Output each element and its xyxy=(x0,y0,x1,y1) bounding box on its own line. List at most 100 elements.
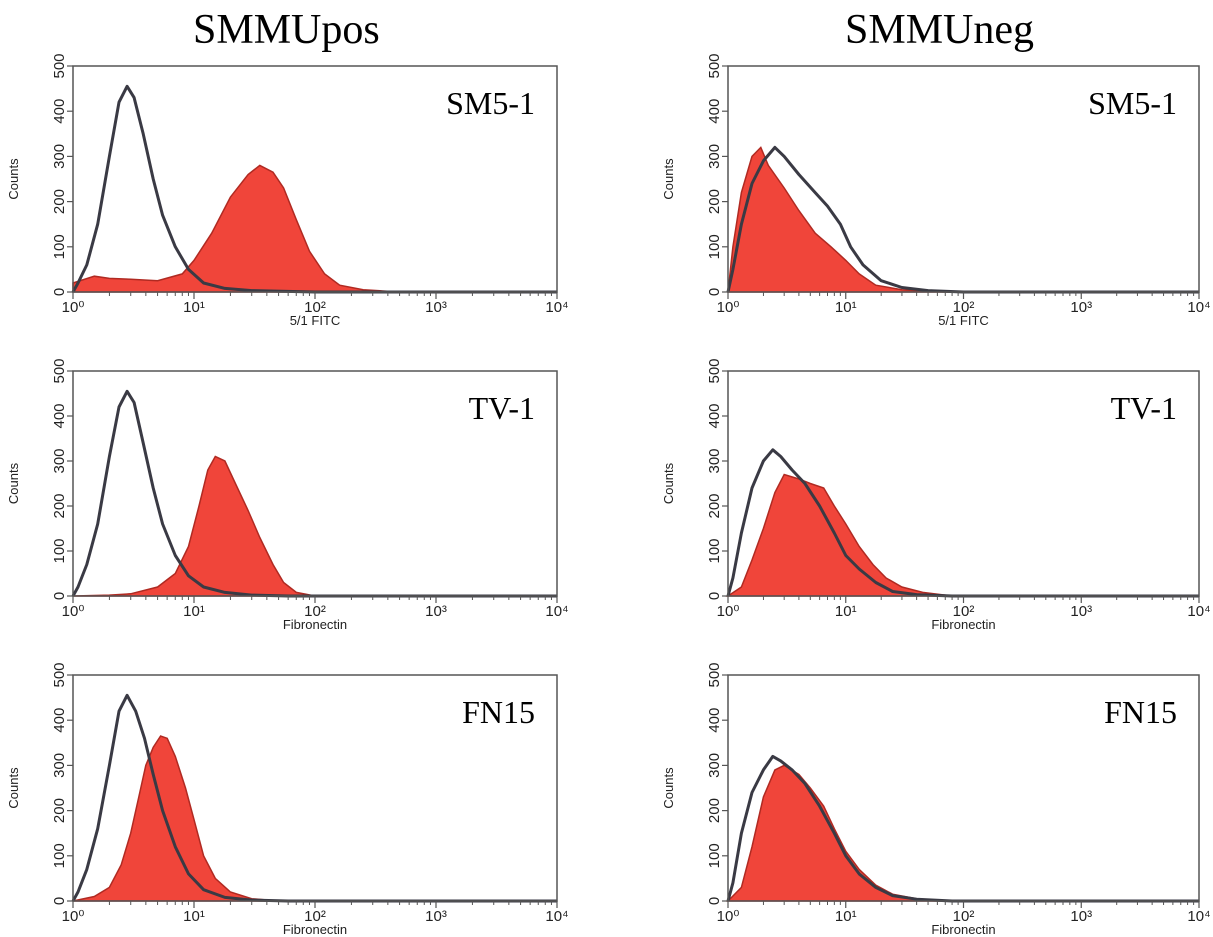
x-tick-label: 10¹ xyxy=(183,299,205,316)
x-tick-label: 10³ xyxy=(425,299,447,316)
y-tick-label: 500 xyxy=(51,662,68,687)
x-tick-label: 10¹ xyxy=(183,603,205,620)
histogram-filled-smmuneg-tv-1 xyxy=(725,473,1199,597)
x-tick-label: 10⁰ xyxy=(717,603,740,620)
x-axis-title: Fibronectin xyxy=(283,922,347,937)
y-tick-label: 500 xyxy=(706,662,723,687)
x-axis-title: 5/1 FITC xyxy=(290,313,341,328)
y-tick-label: 300 xyxy=(706,753,723,778)
y-tick-label: 200 xyxy=(706,493,723,518)
x-tick-label: 10⁰ xyxy=(717,908,740,925)
x-tick-label: 10¹ xyxy=(183,908,205,925)
x-tick-label: 10⁴ xyxy=(1187,603,1210,620)
x-tick-label: 10³ xyxy=(1070,908,1092,925)
y-tick-label: 200 xyxy=(51,798,68,823)
histogram-outline-smmupos-tv-1 xyxy=(71,389,557,598)
y-tick-label: 500 xyxy=(51,53,68,78)
y-tick-label: 400 xyxy=(51,403,68,428)
histogram-filled-smmupos-sm5-1 xyxy=(72,164,557,293)
panel-label: FN15 xyxy=(1104,694,1177,730)
panel-label: SM5-1 xyxy=(1088,85,1177,121)
y-tick-label: 0 xyxy=(706,288,723,296)
panel-smmupos-sm5-1: 0 100 200 300 400 500 10⁰ 10¹ 10² 10³ 10⁴ 5/1 FITC C… xyxy=(6,53,569,328)
y-tick-label: 400 xyxy=(706,99,723,124)
x-tick-label: 10¹ xyxy=(835,299,857,316)
x-tick-label: 10⁴ xyxy=(545,299,568,316)
y-tick-label: 0 xyxy=(706,897,723,905)
histogram-outline-smmuneg-sm5-1 xyxy=(726,145,1199,294)
panel-smmupos-fn15: 0 100 200 300 400 500 10⁰ 10¹ 10² 10³ 10⁴ Fibronect… xyxy=(6,662,569,937)
x-tick-label: 10² xyxy=(953,299,975,316)
panel-label: TV-1 xyxy=(469,390,535,426)
histogram-outline-smmuneg-tv-1 xyxy=(726,448,1199,598)
panel-smmuneg-sm5-1: 0 100 200 300 400 500 10⁰ 10¹ 10² 10³ 10⁴ 5/1 FITC C… xyxy=(661,53,1211,328)
x-tick-label: 10⁰ xyxy=(62,299,85,316)
y-tick-label: 300 xyxy=(706,448,723,473)
y-tick-label: 300 xyxy=(51,144,68,169)
y-tick-label: 300 xyxy=(51,753,68,778)
x-tick-label: 10¹ xyxy=(835,603,857,620)
x-tick-label: 10² xyxy=(953,908,975,925)
y-tick-label: 0 xyxy=(51,288,68,296)
y-tick-label: 200 xyxy=(706,798,723,823)
x-tick-label: 10² xyxy=(953,603,975,620)
y-tick-label: 400 xyxy=(51,708,68,733)
y-tick-label: 500 xyxy=(51,358,68,383)
y-tick-label: 100 xyxy=(51,234,68,259)
x-tick-label: 10³ xyxy=(1070,299,1092,316)
y-tick-label: 100 xyxy=(706,843,723,868)
y-tick-label: 200 xyxy=(706,189,723,214)
y-tick-label: 300 xyxy=(51,448,68,473)
x-tick-label: 10⁴ xyxy=(545,603,568,620)
x-tick-label: 10⁴ xyxy=(1187,299,1210,316)
histogram-outline-smmupos-sm5-1 xyxy=(71,84,557,294)
histogram-filled-smmuneg-fn15 xyxy=(726,764,1199,902)
x-axis-title: Fibronectin xyxy=(931,922,995,937)
x-tick-label: 10² xyxy=(304,299,326,316)
y-axis-title: Counts xyxy=(6,158,21,200)
panel-smmuneg-tv-1: 0 100 200 300 400 500 10⁰ 10¹ 10² 10³ 10⁴ Fibronect… xyxy=(661,358,1211,632)
y-tick-label: 400 xyxy=(51,99,68,124)
x-axis-title: 5/1 FITC xyxy=(938,313,989,328)
x-tick-label: 10² xyxy=(304,603,326,620)
x-tick-label: 10⁰ xyxy=(62,908,85,925)
histogram-filled-smmupos-tv-1 xyxy=(72,455,557,597)
y-tick-label: 100 xyxy=(51,538,68,563)
panel-label: FN15 xyxy=(462,694,535,730)
histogram-outline-smmuneg-fn15 xyxy=(726,754,1199,903)
x-tick-label: 10⁴ xyxy=(1187,908,1210,925)
x-tick-label: 10³ xyxy=(1070,603,1092,620)
panel-smmupos-tv-1: 0 100 200 300 400 500 10⁰ 10¹ 10² 10³ 10⁴ Fibronect… xyxy=(6,358,569,632)
histogram-filled-smmuneg-sm5-1 xyxy=(727,146,1199,293)
histogram-filled-smmupos-fn15 xyxy=(72,735,557,902)
y-tick-label: 500 xyxy=(706,358,723,383)
panel-smmuneg-fn15: 0 100 200 300 400 500 10⁰ 10¹ 10² 10³ 10⁴ Fibronect… xyxy=(661,662,1211,937)
y-tick-label: 0 xyxy=(51,592,68,600)
x-tick-label: 10² xyxy=(304,908,326,925)
x-tick-label: 10⁰ xyxy=(62,603,85,620)
y-axis-title: Counts xyxy=(661,158,676,200)
y-tick-label: 200 xyxy=(51,493,68,518)
y-axis-title: Counts xyxy=(661,462,676,504)
y-tick-label: 200 xyxy=(51,189,68,214)
y-tick-label: 300 xyxy=(706,144,723,169)
x-tick-label: 10³ xyxy=(425,908,447,925)
x-tick-label: 10¹ xyxy=(835,908,857,925)
x-tick-label: 10⁴ xyxy=(545,908,568,925)
y-axis-title: Counts xyxy=(6,767,21,809)
panel-label: TV-1 xyxy=(1111,390,1177,426)
y-axis-title: Counts xyxy=(661,767,676,809)
panel-label: SM5-1 xyxy=(446,85,535,121)
x-tick-label: 10⁰ xyxy=(717,299,740,316)
x-tick-label: 10³ xyxy=(425,603,447,620)
y-tick-label: 100 xyxy=(706,538,723,563)
y-axis-title: Counts xyxy=(6,462,21,504)
y-tick-label: 400 xyxy=(706,403,723,428)
histogram-outline-smmupos-fn15 xyxy=(71,693,557,903)
y-tick-label: 0 xyxy=(51,897,68,905)
column-title-smmupos: SMMUpos xyxy=(193,7,380,53)
y-tick-label: 100 xyxy=(706,234,723,259)
column-title-smmuneg: SMMUneg xyxy=(845,7,1035,53)
x-axis-title: Fibronectin xyxy=(931,617,995,632)
